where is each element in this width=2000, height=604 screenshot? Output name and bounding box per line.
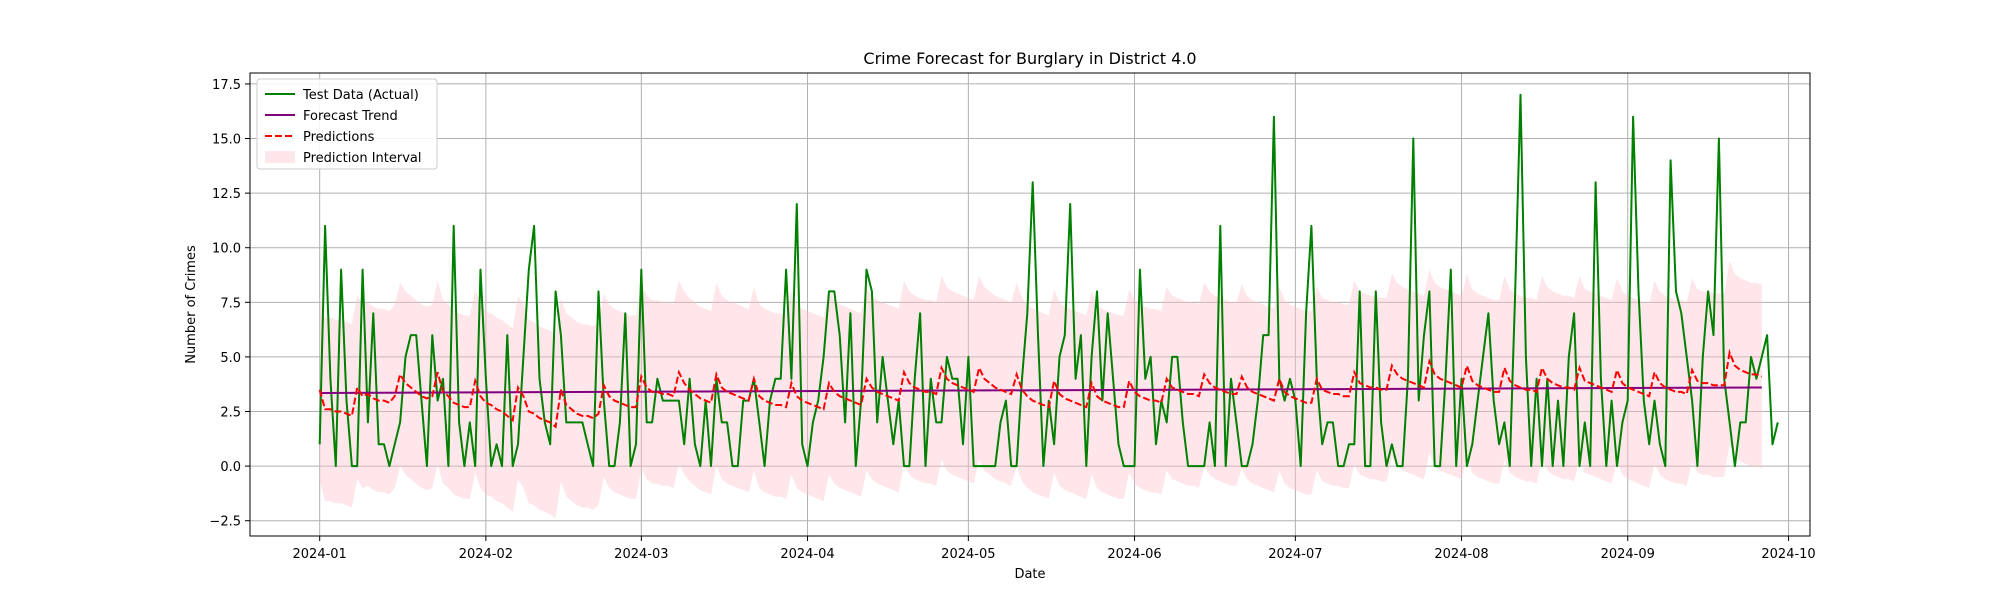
x-tick-label: 2024-07	[1268, 547, 1322, 562]
chart-title: Crime Forecast for Burglary in District …	[863, 49, 1196, 68]
x-tick-label: 2024-10	[1761, 547, 1815, 562]
y-tick-label: 17.5	[212, 78, 241, 93]
legend-label: Forecast Trend	[303, 109, 398, 124]
x-tick-label: 2024-04	[780, 547, 834, 562]
y-tick-label: 15.0	[212, 133, 241, 148]
x-tick-label: 2024-03	[614, 547, 668, 562]
series-predictions-line	[318, 348, 1763, 429]
x-tick-label: 2024-06	[1107, 547, 1161, 562]
series-trend-line	[319, 386, 1762, 394]
y-tick-label: −2.5	[209, 515, 241, 530]
x-axis-ticks: 2024-01 2024-02 2024-03 2024-04 2024-05 2024-…	[293, 536, 1816, 562]
y-tick-label: 5.0	[220, 351, 241, 366]
y-tick-label: 10.0	[212, 242, 241, 257]
legend-label: Predictions	[303, 130, 375, 145]
y-axis-ticks: −2.5 0.0 2.5 5.0 7.5 10.0 12.5 15.0 17.5	[209, 78, 250, 530]
y-tick-label: 0.0	[220, 460, 241, 475]
x-tick-label: 2024-09	[1601, 547, 1655, 562]
series-lines	[318, 93, 1779, 468]
y-axis-label: Number of Crimes	[184, 245, 199, 364]
grid-lines	[250, 73, 1810, 536]
y-tick-label: 12.5	[212, 187, 241, 202]
x-tick-label: 2024-05	[941, 547, 995, 562]
legend-box	[256, 78, 438, 170]
x-axis-label: Date	[1014, 567, 1045, 582]
y-tick-label: 7.5	[220, 296, 241, 311]
x-tick-label: 2024-08	[1434, 547, 1488, 562]
legend-label: Test Data (Actual)	[302, 88, 419, 103]
plot-frame	[249, 72, 1811, 537]
x-tick-label: 2024-02	[459, 547, 513, 562]
legend-swatch	[265, 151, 295, 163]
legend-label: Prediction Interval	[303, 151, 422, 166]
series-actual-line	[318, 93, 1779, 468]
legend: Test Data (Actual) Forecast Trend Predicti…	[256, 78, 438, 170]
y-tick-label: 2.5	[220, 406, 241, 421]
x-tick-label: 2024-01	[293, 547, 347, 562]
